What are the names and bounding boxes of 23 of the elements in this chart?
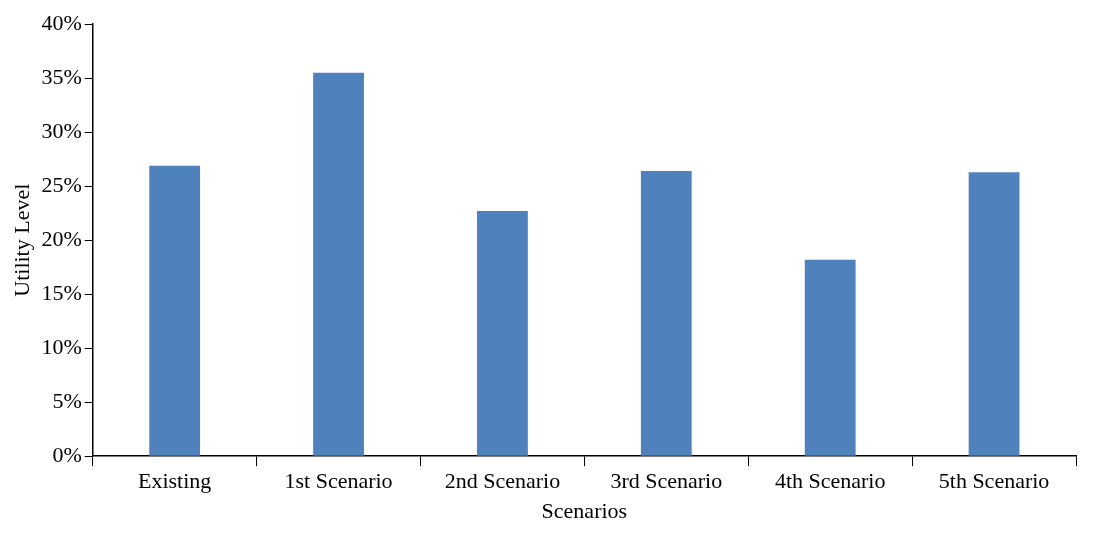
bar [477, 211, 528, 456]
y-tick-label: 20% [41, 225, 82, 251]
bar [149, 165, 201, 456]
x-tick-label: 3rd Scenario [610, 468, 723, 494]
y-axis-title: Utility Level [8, 183, 34, 297]
x-tick-label: 5th Scenario [938, 468, 1050, 494]
bar [640, 171, 692, 456]
y-tick-label: 30% [41, 117, 82, 143]
x-tick-label: 2nd Scenario [444, 468, 561, 494]
x-tick-label: 4th Scenario [774, 468, 886, 494]
y-tick-label: 5% [52, 387, 82, 413]
y-tick-label: 35% [41, 63, 82, 89]
y-tick-label: 10% [41, 333, 82, 359]
y-tick-label: 0% [52, 441, 82, 467]
x-tick-label: 1st Scenario [284, 468, 393, 494]
y-tick-label: 40% [41, 9, 82, 35]
y-tick-label: 25% [41, 171, 82, 197]
bar [804, 259, 856, 456]
bar [968, 172, 1020, 456]
bar [313, 72, 364, 456]
y-tick-label: 15% [41, 279, 82, 305]
x-axis-title: Scenarios [541, 497, 628, 523]
x-tick-label: Existing [137, 468, 212, 494]
